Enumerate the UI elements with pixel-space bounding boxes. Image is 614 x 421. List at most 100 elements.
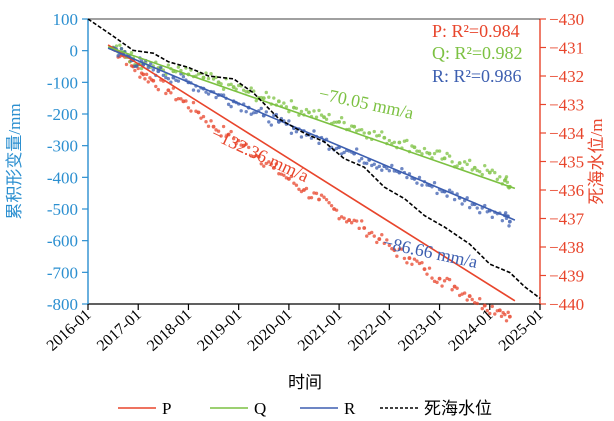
scatter-point-p: [294, 183, 299, 187]
scatter-point-p: [164, 91, 168, 96]
scatter-point-q: [377, 133, 381, 138]
scatter-point-r: [249, 112, 253, 116]
scatter-point-q: [267, 95, 271, 99]
scatter-point-p: [189, 109, 193, 113]
scatter-point-r: [452, 197, 457, 202]
scatter-point-q: [420, 152, 424, 156]
scatter-point-p: [400, 247, 404, 251]
scatter-point-r: [415, 181, 419, 185]
scatter-point-q: [264, 90, 268, 95]
scatter-point-q: [317, 108, 321, 113]
scatter-point-r: [191, 88, 196, 92]
scatter-point-r: [380, 168, 384, 172]
annotation-r-r2: R: R²=0.986: [432, 66, 522, 86]
scatter-point-p: [480, 306, 484, 311]
scatter-point-p: [425, 272, 429, 276]
scatter-point-p: [465, 298, 469, 302]
scatter-point-p: [437, 276, 442, 281]
y-left-tick-label: -700: [47, 263, 78, 282]
scatter-point-q: [478, 169, 482, 174]
y-left-tick-label: -500: [47, 200, 78, 219]
scatter-point-q: [204, 71, 208, 75]
scatter-point-p: [211, 124, 216, 129]
scatter-point-p: [322, 195, 326, 199]
scatter-point-q: [226, 83, 231, 87]
scatter-point-q: [229, 82, 233, 87]
scatter-point-p: [286, 177, 291, 181]
scatter-point-p: [191, 100, 196, 105]
scatter-point-r: [475, 206, 479, 210]
scatter-point-p: [450, 288, 454, 292]
scatter-point-q: [299, 109, 304, 114]
scatter-point-p: [397, 247, 402, 251]
scatter-point-q: [254, 98, 258, 103]
right-axis: −430 −431 −432 −433 −434 −435 −436 −437 −438 −439…: [540, 10, 585, 314]
scatter-point-q: [166, 63, 171, 67]
scatter-point-q: [457, 161, 462, 165]
scatter-point-r: [204, 90, 208, 94]
y-left-tick-label: -300: [47, 137, 78, 156]
scatter-point-q: [241, 88, 246, 92]
scatter-point-q: [442, 156, 447, 161]
scatter-point-p: [422, 267, 427, 272]
scatter-point-r: [357, 159, 361, 163]
scatter-point-r: [500, 218, 505, 223]
scatter-point-p: [377, 237, 382, 241]
scatter-point-r: [229, 104, 233, 109]
scatter-point-p: [427, 266, 432, 270]
scatter-point-q: [467, 158, 472, 163]
scatter-point-q: [221, 87, 226, 91]
scatter-point-q: [445, 151, 449, 156]
legend-label-1: Q: [254, 399, 266, 418]
scatter-point-r: [390, 163, 394, 168]
scatter-point-r: [467, 205, 472, 210]
scatter-point-r: [176, 79, 181, 83]
scatter-point-r: [299, 135, 304, 139]
scatter-point-q: [272, 96, 276, 100]
scatter-point-q: [392, 140, 397, 145]
scatter-point-p: [360, 219, 364, 223]
scatter-point-p: [410, 262, 414, 267]
scatter-point-r: [503, 211, 508, 215]
scatter-point-p: [467, 294, 472, 298]
scatter-point-q: [284, 105, 289, 109]
scatter-point-p: [447, 277, 452, 282]
scatter-point-r: [370, 163, 374, 168]
scatter-point-p: [292, 181, 296, 185]
scatter-point-p: [277, 172, 281, 176]
scatter-point-p: [264, 161, 268, 166]
scatter-point-p: [357, 226, 361, 231]
y-right-tick-label: −433: [549, 96, 584, 115]
scatter-point-p: [289, 174, 294, 179]
scatter-point-q: [375, 134, 379, 138]
scatter-point-r: [239, 109, 243, 113]
scatter-point-p: [269, 162, 274, 166]
scatter-point-r: [360, 156, 364, 161]
scatter-point-r: [372, 162, 376, 166]
scatter-point-p: [229, 129, 233, 134]
scatter-point-q: [487, 170, 492, 175]
y-right-tick-label: −440: [549, 295, 584, 314]
scatter-point-q: [493, 170, 497, 175]
fit-line-p: [107, 44, 516, 302]
scatter-point-q: [118, 43, 122, 47]
scatter-point-r: [151, 68, 155, 72]
scatter-point-p: [372, 234, 376, 238]
scatter-point-p: [382, 241, 387, 246]
scatter-point-q: [214, 75, 218, 80]
scatter-point-p: [307, 196, 311, 200]
scatter-point-q: [415, 149, 419, 153]
scatter-point-p: [146, 80, 150, 84]
scatter-point-p: [247, 145, 251, 150]
scatter-point-q: [312, 109, 316, 113]
scatter-point-p: [482, 303, 487, 308]
scatter-point-r: [264, 110, 268, 114]
scatter-point-q: [387, 138, 392, 143]
scatter-point-r: [159, 65, 163, 70]
scatter-point-r: [342, 150, 346, 155]
scatter-point-q: [455, 164, 459, 168]
scatter-point-p: [349, 221, 354, 225]
scatter-point-p: [156, 87, 161, 92]
scatter-point-r: [166, 77, 171, 81]
scatter-point-r: [447, 188, 452, 192]
